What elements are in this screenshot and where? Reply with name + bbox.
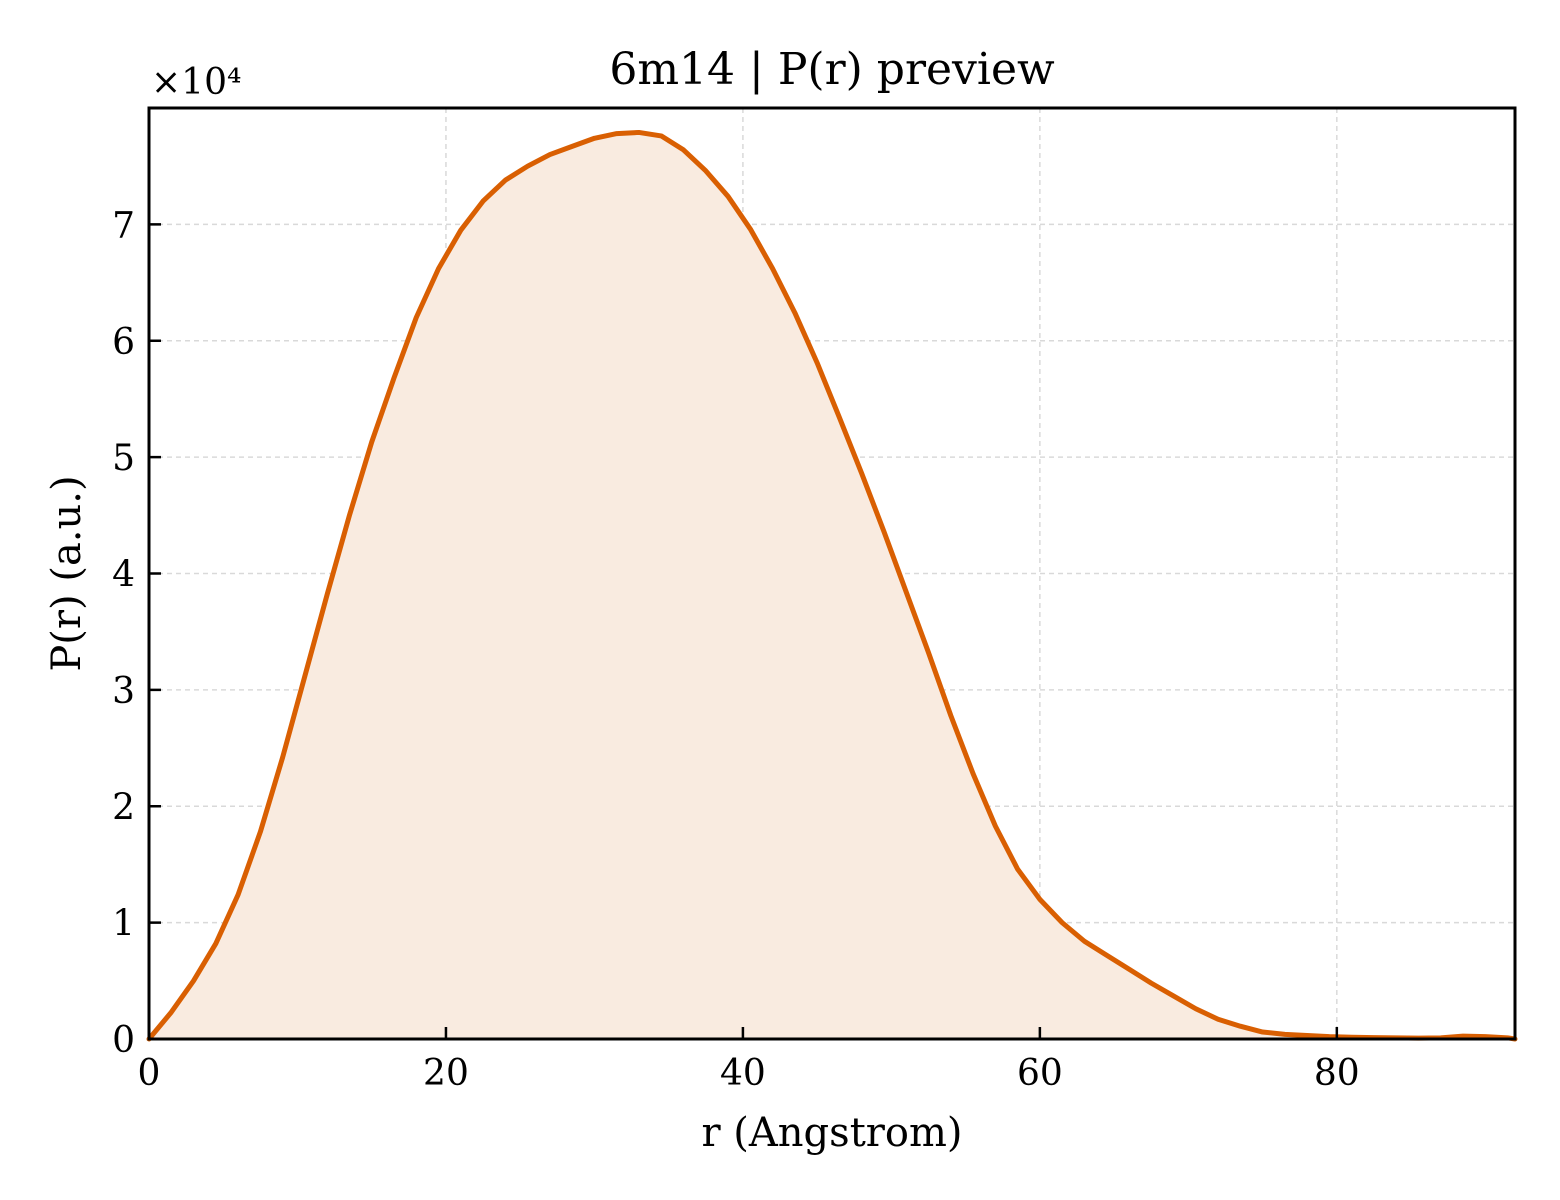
- x-tick-label: 60: [1017, 1053, 1063, 1094]
- y-tick-label: 6: [112, 322, 135, 363]
- y-tick-label: 0: [112, 1020, 135, 1061]
- x-tick-label: 20: [423, 1053, 469, 1094]
- y-tick-label: 7: [112, 205, 135, 246]
- pr-curve-line: [146, 129, 1518, 1042]
- y-axis-label: P(r) (a.u.): [44, 475, 90, 671]
- x-axis-label: r (Angstrom): [701, 1110, 962, 1156]
- x-tick-label: 40: [720, 1053, 766, 1094]
- y-tick-label: 2: [112, 787, 135, 828]
- chart-title: 6m14 | P(r) preview: [609, 44, 1055, 95]
- y-tick-label: 1: [112, 904, 135, 945]
- y-axis-multiplier: ×10⁴: [151, 62, 241, 103]
- y-tick-label: 4: [112, 555, 135, 596]
- axis-ticks: 0 20 40 60 80 0 1 2 3 4 5 6 7: [112, 205, 1360, 1094]
- y-tick-label: 5: [112, 438, 135, 479]
- x-tick-label: 0: [138, 1053, 161, 1094]
- pr-area-fill: [149, 132, 1515, 1039]
- x-tick-label: 80: [1314, 1053, 1360, 1094]
- y-tick-label: 3: [112, 671, 135, 712]
